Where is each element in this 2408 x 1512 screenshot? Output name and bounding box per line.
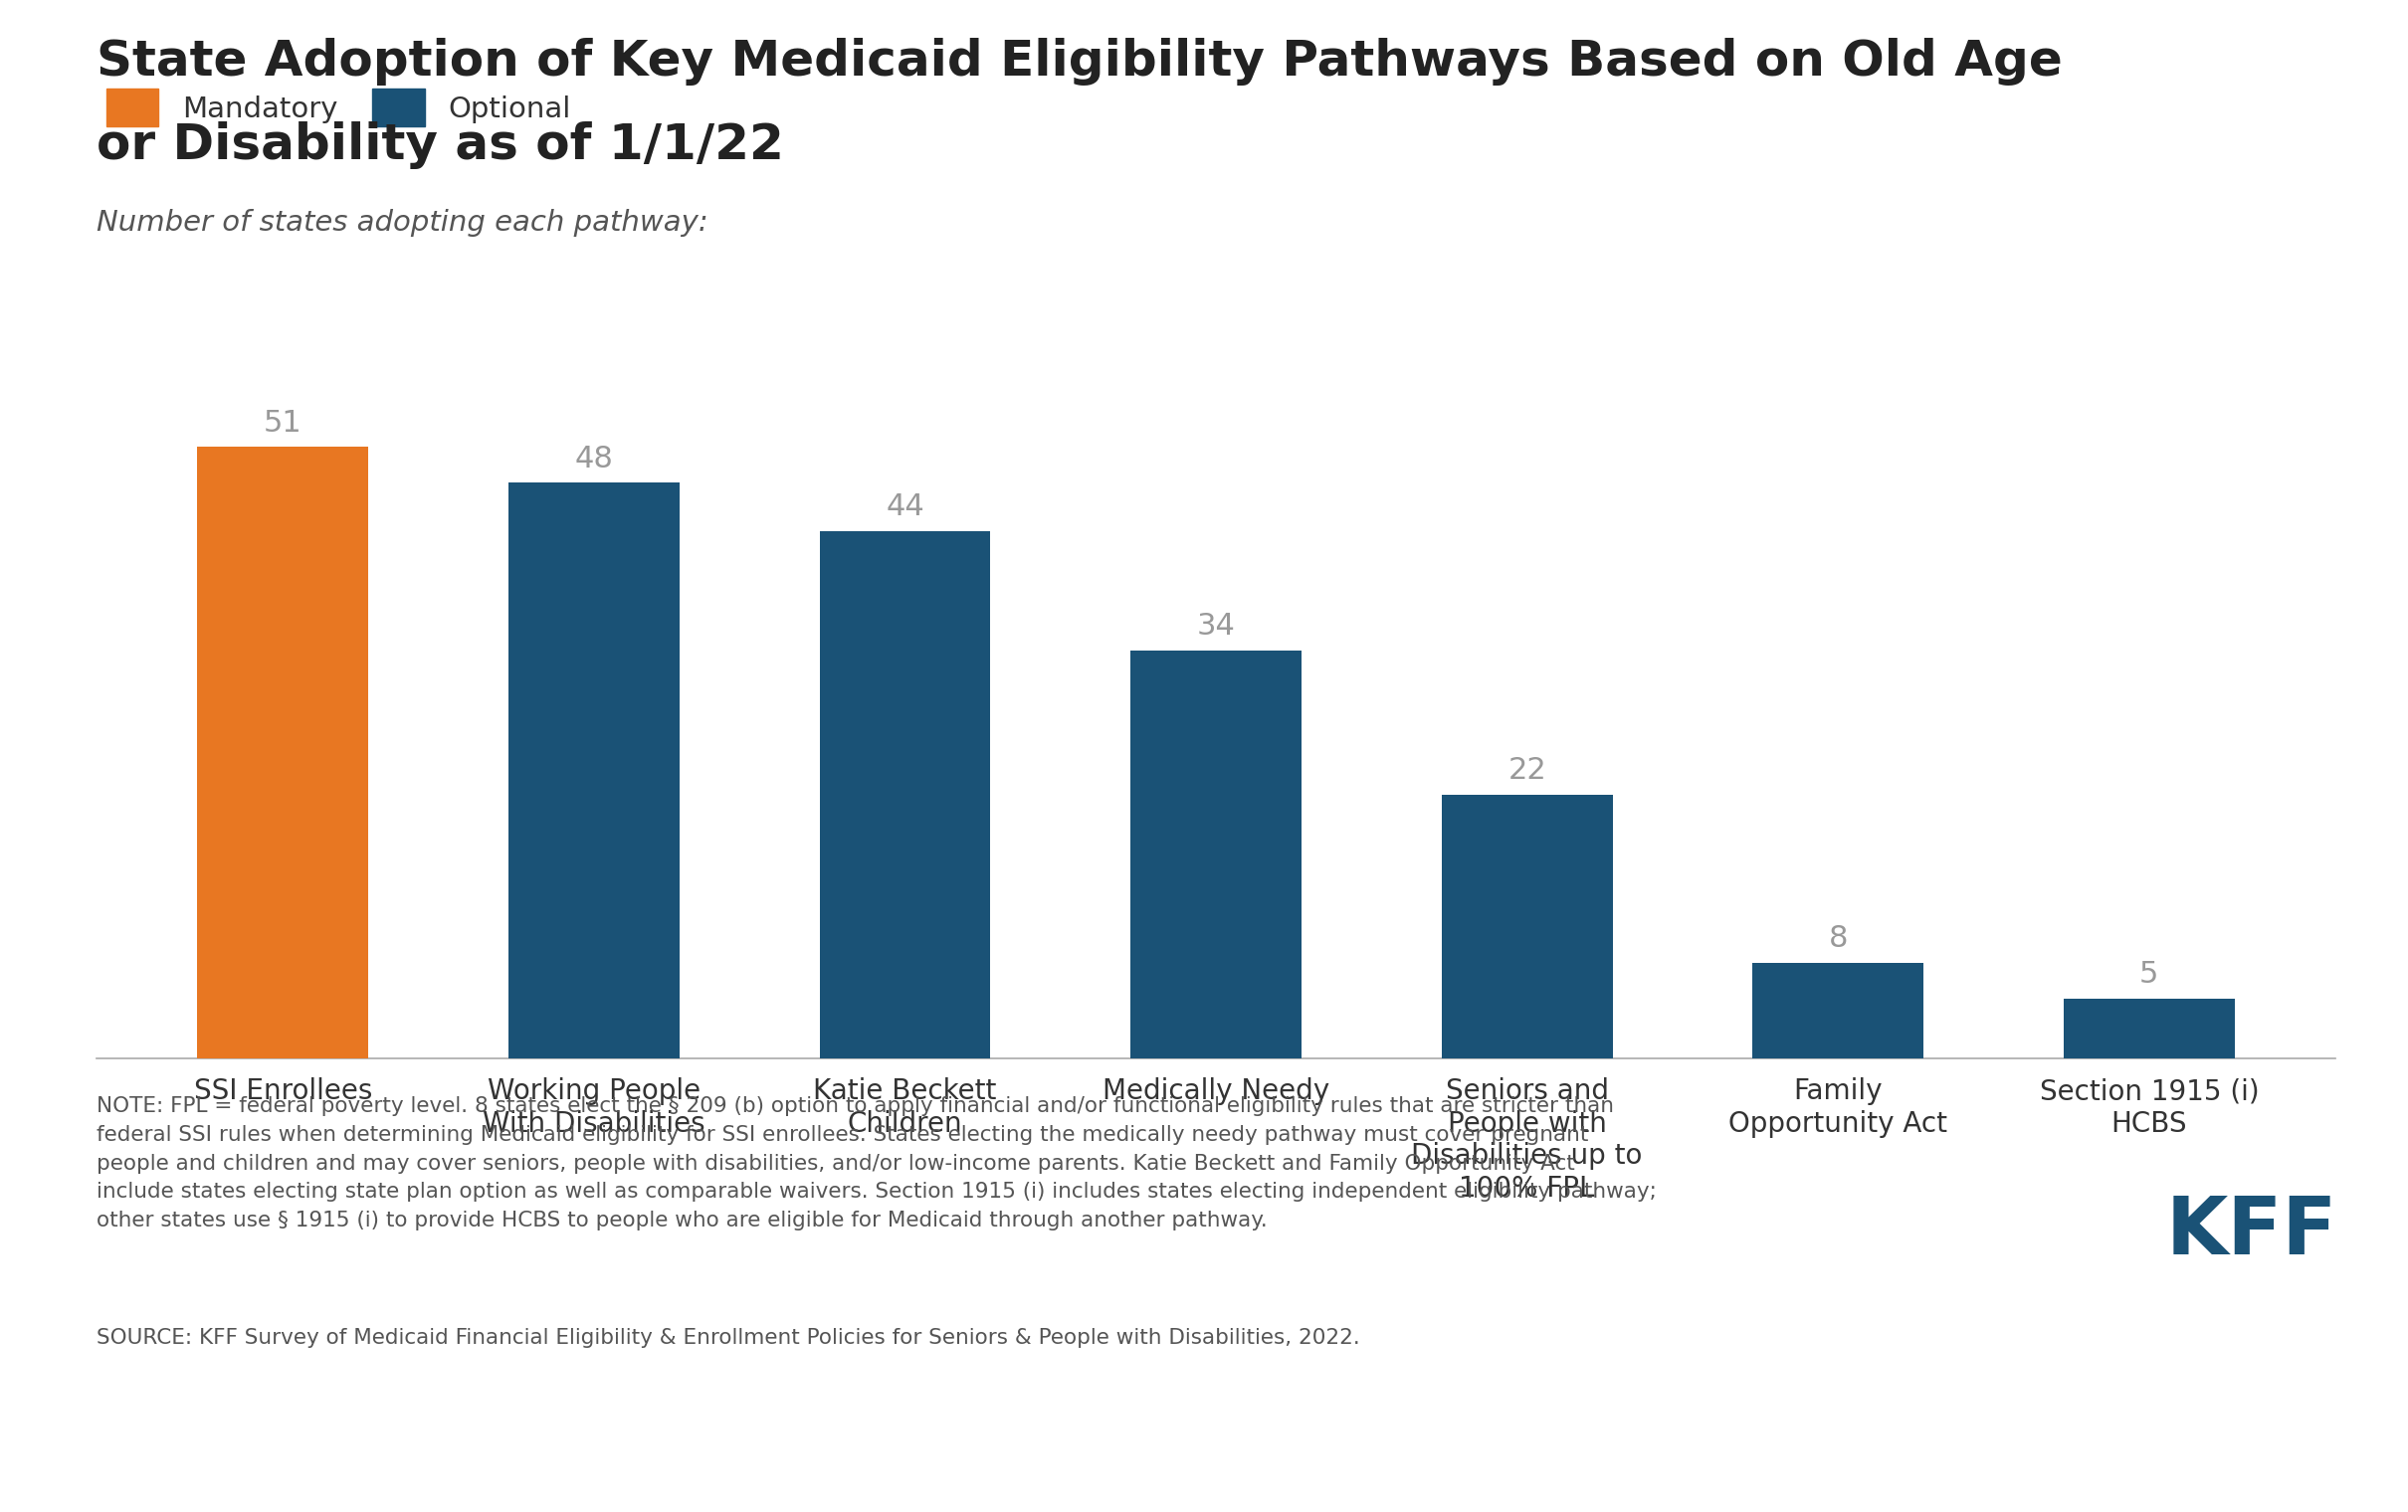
Text: 8: 8 (1828, 924, 1847, 953)
Text: SOURCE: KFF Survey of Medicaid Financial Eligibility & Enrollment Policies for S: SOURCE: KFF Survey of Medicaid Financial… (96, 1328, 1361, 1347)
Text: NOTE: FPL = federal poverty level. 8 states elect the § 209 (b) option to apply : NOTE: FPL = federal poverty level. 8 sta… (96, 1096, 1657, 1231)
Bar (2064, 998, 2235, 1058)
Bar (508, 482, 679, 1058)
Bar (819, 531, 990, 1058)
Bar (1129, 650, 1303, 1058)
Text: 34: 34 (1197, 612, 1235, 641)
Text: 22: 22 (1507, 756, 1546, 785)
Bar (197, 448, 368, 1058)
Text: or Disability as of 1/1/22: or Disability as of 1/1/22 (96, 121, 783, 169)
Text: State Adoption of Key Medicaid Eligibility Pathways Based on Old Age: State Adoption of Key Medicaid Eligibili… (96, 38, 2061, 86)
Text: 48: 48 (576, 445, 614, 473)
Bar (1753, 963, 1924, 1058)
Bar (1442, 795, 1613, 1058)
Text: Number of states adopting each pathway:: Number of states adopting each pathway: (96, 209, 708, 236)
Text: 44: 44 (886, 493, 925, 522)
Text: 5: 5 (2138, 960, 2160, 989)
Text: KFF: KFF (2165, 1193, 2338, 1272)
Text: 51: 51 (262, 408, 303, 437)
Legend: Mandatory, Optional: Mandatory, Optional (106, 89, 571, 125)
